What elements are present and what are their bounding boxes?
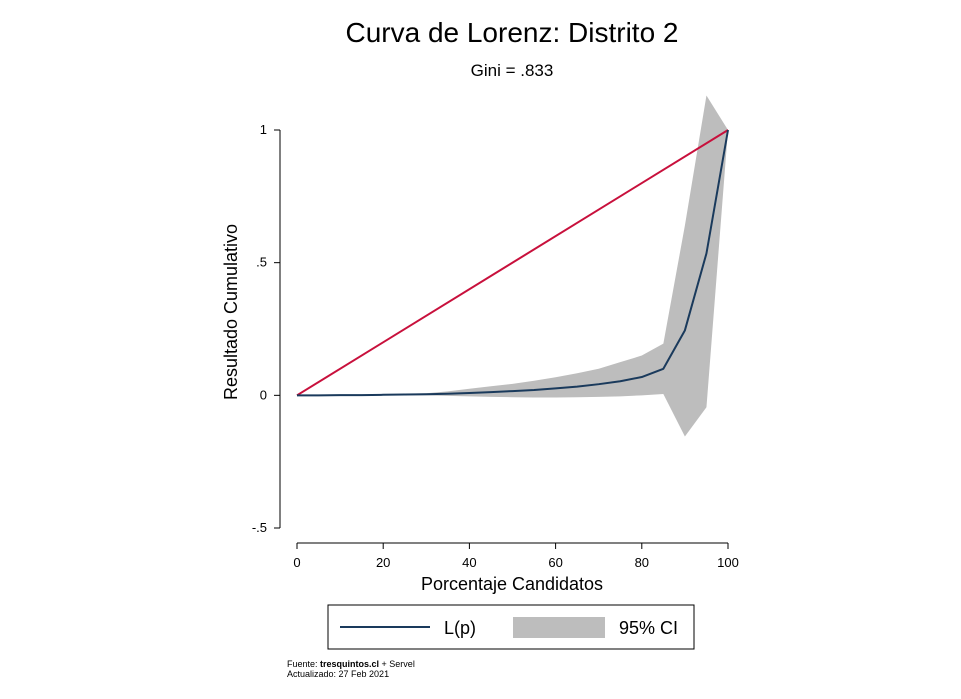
x-tick-label: 40 — [462, 555, 476, 570]
chart-title: Curva de Lorenz: Distrito 2 — [345, 17, 678, 48]
updated-note: Actualizado: 27 Feb 2021 — [287, 669, 389, 679]
y-tick-label: -.5 — [252, 520, 267, 535]
y-tick-label: 1 — [260, 122, 267, 137]
plot-area — [296, 95, 729, 437]
source-note: Fuente: tresquintos.cl + Servel — [287, 659, 415, 669]
x-axis-title: Porcentaje Candidatos — [421, 574, 603, 594]
x-tick-label: 0 — [293, 555, 300, 570]
y-axis-title: Resultado Cumulativo — [221, 224, 241, 400]
x-tick-label: 100 — [717, 555, 739, 570]
x-tick-label: 80 — [635, 555, 649, 570]
ci-band — [297, 95, 728, 437]
legend-label-ci: 95% CI — [619, 618, 678, 638]
y-tick-label: 0 — [260, 387, 267, 402]
legend-label-lp: L(p) — [444, 618, 476, 638]
chart-subtitle: Gini = .833 — [471, 61, 554, 80]
source-site: tresquintos.cl — [320, 659, 379, 669]
legend-swatch-ci — [513, 617, 605, 638]
x-tick-label: 20 — [376, 555, 390, 570]
lorenz-line — [297, 129, 729, 397]
legend: L(p) 95% CI — [327, 604, 695, 650]
equality-line — [296, 129, 729, 397]
y-tick-label: .5 — [256, 255, 267, 270]
axes: -.5 0 .5 1 0 20 40 60 80 100 — [252, 122, 739, 570]
x-tick-label: 60 — [548, 555, 562, 570]
